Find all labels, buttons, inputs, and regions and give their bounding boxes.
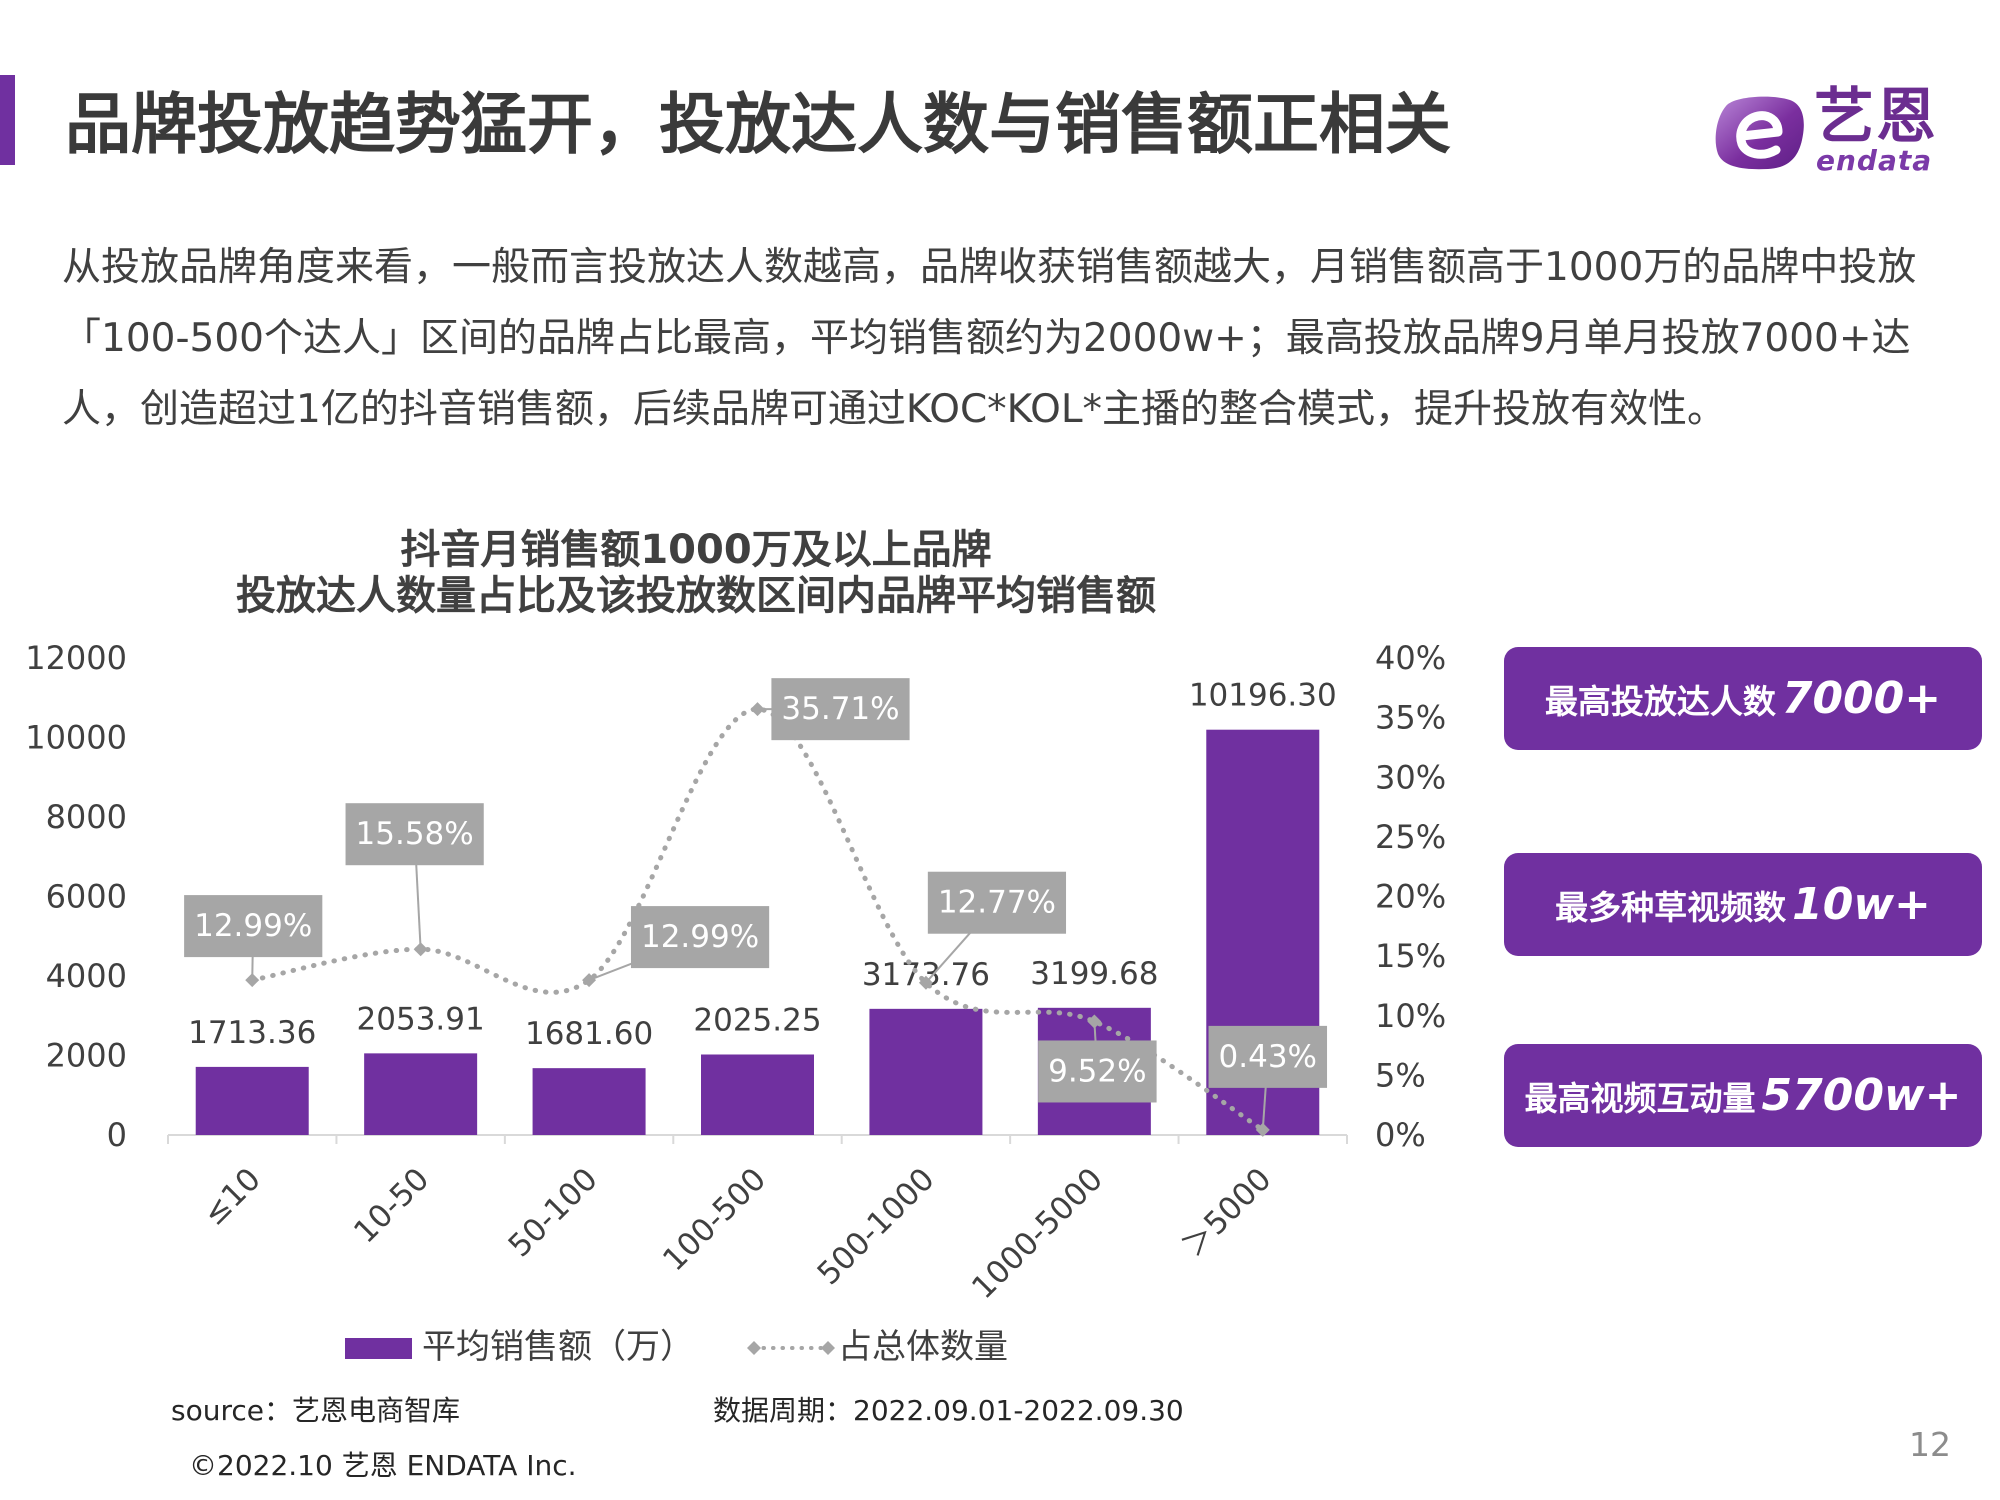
y-right-tick-label-6: 25% — [1375, 818, 1446, 856]
sales-value-label-3: 1681.60 — [525, 1016, 653, 1052]
endata-e-logo-icon — [1715, 96, 1804, 170]
share-point-4 — [750, 702, 765, 717]
y-right-tick-label-2: 5% — [1375, 1056, 1426, 1094]
y-left-tick-label-2: 2000 — [46, 1037, 127, 1075]
intro-paragraph: 从投放品牌角度来看，一般而言投放达人数越高，品牌收获销售额越大，月销售额高于10… — [62, 232, 1962, 445]
share-label-text-7: 0.43% — [1219, 1039, 1317, 1075]
sales-bar-1 — [195, 1066, 309, 1135]
sales-value-label-1: 1713.36 — [188, 1015, 316, 1051]
logo-brand-en: endata — [1816, 144, 1933, 177]
share-value-label-6: 9.52% — [1038, 1040, 1157, 1103]
chart-title-line-1: 抖音月销售额1000万及以上品牌 — [400, 527, 992, 573]
y-left-tick-label-7: 12000 — [25, 639, 127, 677]
legend-label-sales: 平均销售额（万） — [422, 1327, 694, 1367]
sales-value-label-6: 3199.68 — [1030, 956, 1158, 992]
y-right-tick-label-9: 40% — [1375, 639, 1446, 677]
legend-bar-swatch — [345, 1338, 412, 1359]
y-left-tick-label-3: 4000 — [46, 957, 127, 995]
share-value-label-5: 12.77% — [927, 871, 1067, 934]
page-title: 品牌投放趋势猛开，投放达人数与销售额正相关 — [65, 86, 1451, 163]
x-tick-label-3: 50-100 — [502, 1161, 605, 1264]
share-point-1 — [245, 973, 260, 988]
highlight-label: 最高投放达人数 — [1544, 681, 1776, 721]
share-label-box-2 — [345, 803, 484, 866]
share-value-label-7: 0.43% — [1208, 1025, 1328, 1088]
highlight-value: 7000+ — [1781, 673, 1942, 724]
share-label-text-4: 35.71% — [781, 691, 899, 727]
share-label-text-1: 12.99% — [194, 908, 312, 944]
highlight-value: 10w+ — [1792, 879, 1931, 930]
intro-line: 「100-500个达人」区间的品牌占比最高，平均销售额约为2000w+；最高投放… — [62, 316, 1911, 361]
y-right-tick-label-8: 35% — [1375, 699, 1446, 737]
highlight-label: 最高视频互动量 — [1524, 1078, 1756, 1118]
share-point-5 — [918, 975, 933, 990]
y-right-tick-label-3: 10% — [1375, 997, 1446, 1035]
sales-value-label-7: 10196.30 — [1189, 678, 1337, 714]
share-value-label-2: 15.58% — [345, 803, 484, 866]
legend-line-swatch — [747, 1341, 835, 1355]
share-label-text-2: 15.58% — [356, 816, 474, 852]
sales-bar-3 — [532, 1068, 646, 1135]
chart-title-line-2: 投放达人数量占比及该投放数区间内品牌平均销售额 — [236, 573, 1156, 619]
x-tick-label-1: ≤10 — [196, 1161, 268, 1233]
chart-title: 抖音月销售额1000万及以上品牌 投放达人数量占比及该投放数区间内品牌平均销售额 — [196, 527, 1196, 619]
share-value-label-3: 12.99% — [630, 906, 770, 969]
logo-brand-cn: 艺恩 — [1814, 82, 1938, 152]
share-label-box-3 — [630, 906, 770, 969]
title-accent-bar — [0, 75, 15, 165]
highlight-value: 5700w+ — [1761, 1070, 1962, 1121]
y-left-tick-label-4: 6000 — [46, 878, 127, 916]
share-point-7 — [1255, 1122, 1270, 1137]
data-period-note: 数据周期：2022.09.01-2022.09.30 — [713, 1394, 1184, 1427]
highlight-card-max-creators: 最高投放达人数 7000+ — [1504, 647, 1982, 750]
sales-bar-5 — [869, 1008, 983, 1135]
share-label-box-4 — [771, 678, 910, 741]
page-number: 12 — [1909, 1425, 1951, 1464]
share-label-text-6: 9.52% — [1048, 1053, 1146, 1089]
sales-bar-2 — [364, 1053, 478, 1135]
x-tick-label-4: 100-500 — [656, 1161, 773, 1278]
y-left-tick-label-6: 10000 — [25, 719, 127, 757]
intro-line: 从投放品牌角度来看，一般而言投放达人数越高，品牌收获销售额越大，月销售额高于10… — [62, 245, 1917, 290]
y-right-tick-label-4: 15% — [1375, 937, 1446, 975]
sales-value-label-4: 2025.25 — [693, 1002, 821, 1038]
share-label-box-1 — [184, 895, 323, 958]
share-point-2 — [413, 942, 428, 957]
share-point-6 — [1087, 1014, 1102, 1029]
share-label-text-5: 12.77% — [938, 885, 1056, 921]
highlight-card-max-interactions: 最高视频互动量 5700w+ — [1504, 1044, 1982, 1147]
y-right-tick-label-1: 0% — [1375, 1116, 1426, 1154]
share-value-label-4: 35.71% — [771, 678, 910, 741]
x-tick-label-7: ＞5000 — [1175, 1161, 1278, 1264]
share-label-text-3: 12.99% — [641, 919, 759, 955]
y-left-tick-label-5: 8000 — [46, 798, 127, 836]
y-right-tick-label-5: 20% — [1375, 878, 1446, 916]
x-tick-label-6: 1000-5000 — [965, 1161, 1110, 1306]
source-note: source：艺恩电商智库 — [171, 1394, 460, 1427]
highlight-label: 最多种草视频数 — [1555, 887, 1787, 927]
x-tick-label-5: 500-1000 — [811, 1161, 942, 1292]
share-label-box-6 — [1038, 1040, 1157, 1103]
endata-logo: 艺恩 endata — [1712, 84, 1952, 180]
share-label-box-7 — [1208, 1025, 1328, 1088]
legend-label-share: 占总体数量 — [838, 1327, 1008, 1367]
sales-value-label-2: 2053.91 — [357, 1001, 485, 1037]
share-point-3 — [582, 973, 597, 988]
x-tick-label-2: 10-50 — [347, 1161, 436, 1250]
share-label-box-5 — [927, 871, 1067, 934]
highlight-card-max-videos: 最多种草视频数 10w+ — [1504, 853, 1982, 956]
sales-bar-4 — [701, 1054, 814, 1135]
share-value-label-1: 12.99% — [184, 895, 323, 958]
y-left-tick-label-1: 0 — [107, 1116, 127, 1154]
intro-line: 人，创造超过1亿的抖音销售额，后续品牌可通过KOC*KOL*主播的整合模式，提升… — [62, 387, 1727, 432]
copyright: ©2022.10 艺恩 ENDATA Inc. — [189, 1449, 577, 1482]
y-right-tick-label-7: 30% — [1375, 758, 1446, 796]
